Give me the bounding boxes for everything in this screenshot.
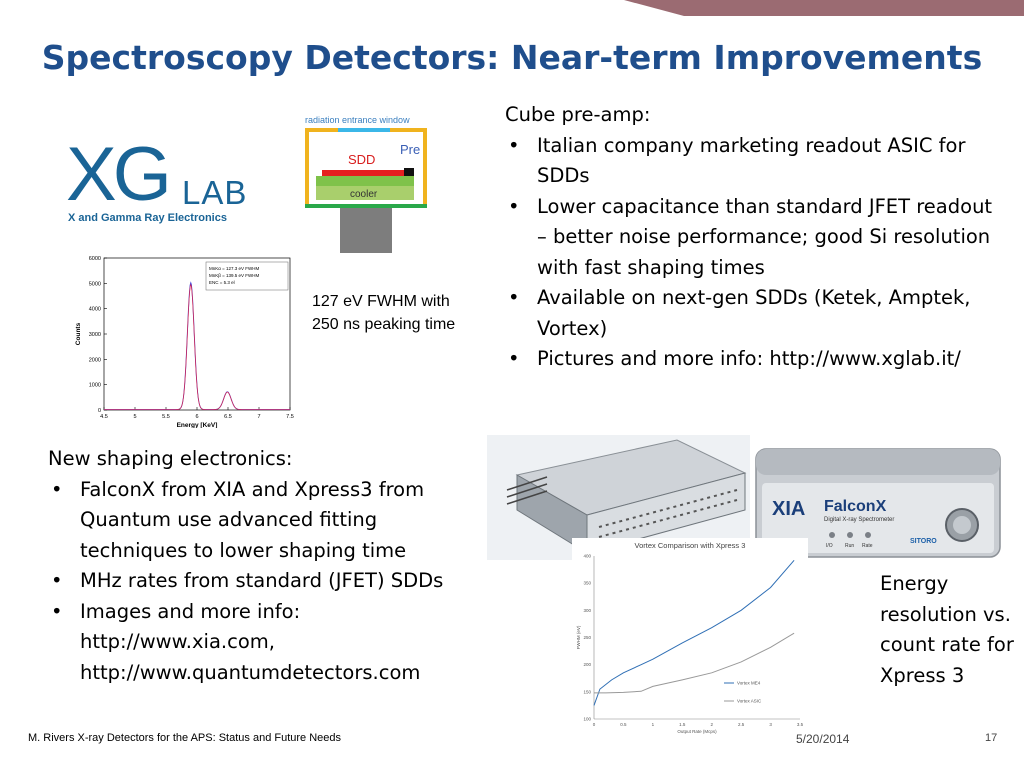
falcon-badge: SITORO — [910, 538, 937, 545]
list-item: Italian company marketing readout ASIC f… — [505, 131, 1005, 192]
x-tick-label: 1.5 — [679, 722, 686, 727]
x-tick-label: 0.5 — [620, 722, 627, 727]
logo-xg: XG — [66, 132, 172, 217]
slide-title: Spectroscopy Detectors: Near-term Improv… — [41, 38, 983, 77]
legend-entry: MnKβ = 139.5 eV FWHM — [209, 273, 259, 278]
cube-bullets: Italian company marketing readout ASIC f… — [505, 131, 1005, 375]
y-tick-label: 0 — [98, 408, 101, 414]
vortex-comparison-chart: Vortex Comparison with Xpress 3 0 0.5 1 1.5 2… — [572, 538, 808, 734]
spectrum-legend: MnKα = 127.3 eV FWHM MnKβ = 139.5 eV FWHM… — [205, 261, 289, 291]
y-tick-label: 2000 — [89, 357, 101, 363]
legend-box — [205, 261, 289, 291]
legend-entry: Vortex ME4 — [737, 681, 761, 686]
series-line-vortex-me4 — [593, 560, 795, 706]
window-label: radiation entrance window — [305, 115, 410, 125]
falcon-brand: XIA — [772, 498, 805, 520]
legend-entry: ENC = 5.3 el — [209, 280, 235, 285]
x-axis-label: Energy [KeV] — [177, 422, 218, 428]
list-item: Pictures and more info: http://www.xglab… — [505, 344, 1005, 375]
falcon-panel-run: Run — [845, 543, 854, 549]
x-tick-label: 5.5 — [162, 414, 170, 420]
y-tick-label: 3000 — [89, 332, 101, 338]
page-number: 17 — [985, 732, 998, 744]
x-tick-label: 0 — [593, 722, 596, 727]
fwhm-caption-line-1: 127 eV FWHM with — [312, 293, 450, 310]
x-axis-label: Output Rate (Mcps) — [677, 729, 717, 734]
series-line-vortex-asic — [594, 632, 795, 694]
list-item: FalconX from XIA and Xpress3 from Quantu… — [48, 475, 488, 567]
falcon-panel-rate: Rate — [862, 543, 873, 549]
x-tick-label: 6.5 — [224, 414, 232, 420]
shaping-electronics-section: New shaping electronics: FalconX from XI… — [48, 444, 488, 688]
cube-heading: Cube pre-amp: — [505, 103, 651, 126]
y-axis-label: FWHM (eV) — [576, 625, 581, 649]
spectrum-data-line — [104, 281, 290, 410]
y-tick-label: 1000 — [89, 383, 101, 389]
cube-preamp-section: Cube pre-amp: Italian company marketing … — [505, 100, 1005, 375]
list-item: MHz rates from standard (JFET) SDDs — [48, 566, 488, 597]
x-tick-label: 3 — [769, 722, 772, 727]
energy-resolution-caption: Energy resolution vs. count rate for Xpr… — [880, 572, 1014, 687]
x-tick-label: 4.5 — [100, 414, 108, 420]
logo-lab: LAB — [182, 174, 248, 211]
x-tick-label: 5 — [133, 414, 136, 420]
y-tick-label: 400 — [583, 554, 591, 559]
y-tick-label: 150 — [583, 689, 591, 694]
x-tick-label: 2.5 — [738, 722, 745, 727]
top-accent-bar — [624, 0, 1024, 16]
sdd-diagram: radiation entrance window SDD Pre cooler — [305, 115, 427, 253]
xglab-logo: XG LAB X and Gamma Ray Electronics — [66, 132, 256, 230]
x-tick-label: 3.5 — [797, 722, 804, 727]
legend-entry: Vortex ASIC — [737, 699, 762, 704]
list-item: Images and more info: http://www.xia.com… — [48, 597, 488, 689]
x-tick-label: 1 — [652, 722, 655, 727]
x-tick-label: 7 — [257, 414, 260, 420]
legend-entry: MnKα = 127.3 eV FWHM — [209, 266, 259, 271]
y-tick-label: 350 — [583, 581, 591, 586]
cooler-label: cooler — [350, 189, 378, 200]
spectrum-fit-line — [104, 283, 290, 410]
sdd-label: SDD — [348, 152, 375, 167]
footer-date: 5/20/2014 — [796, 732, 850, 746]
falcon-panel-io: I/O — [826, 543, 833, 549]
x-tick-label: 2 — [710, 722, 713, 727]
y-tick-label: 100 — [583, 717, 591, 722]
falcon-product: FalconX — [824, 498, 887, 515]
y-tick-label: 250 — [583, 635, 591, 640]
y-tick-label: 200 — [583, 662, 591, 667]
y-axis-label: Counts — [75, 322, 82, 345]
list-item: Available on next-gen SDDs (Ketek, Ampte… — [505, 283, 1005, 344]
falcon-tagline: Digital X-ray Spectrometer — [824, 517, 894, 523]
vortex-chart-title: Vortex Comparison with Xpress 3 — [635, 541, 746, 550]
footer-presentation-title: M. Rivers X-ray Detectors for the APS: S… — [28, 732, 342, 744]
shaping-bullets: FalconX from XIA and Xpress3 from Quantu… — [48, 475, 488, 689]
y-tick-label: 4000 — [89, 307, 101, 313]
fwhm-caption-line-2: 250 ns peaking time — [312, 316, 456, 333]
x-tick-label: 7.5 — [286, 414, 294, 420]
pre-label: Pre — [400, 142, 420, 157]
y-tick-label: 6000 — [89, 256, 101, 262]
y-tick-label: 5000 — [89, 281, 101, 287]
shaping-heading: New shaping electronics: — [48, 447, 293, 470]
falconx-photo: XIA FalconX Digital X-ray Spectrometer I… — [750, 443, 1003, 560]
fwhm-caption: 127 eV FWHM with 250 ns peaking time — [312, 290, 455, 336]
list-item: Lower capacitance than standard JFET rea… — [505, 192, 1005, 284]
logo-subtitle: X and Gamma Ray Electronics — [68, 212, 227, 224]
spectrum-chart: 4.5 5 5.5 6 6.5 7 7.5 0 1000 2000 3000 4000 5000 6000… — [75, 256, 294, 428]
y-tick-label: 300 — [583, 608, 591, 613]
x-tick-label: 6 — [195, 414, 198, 420]
